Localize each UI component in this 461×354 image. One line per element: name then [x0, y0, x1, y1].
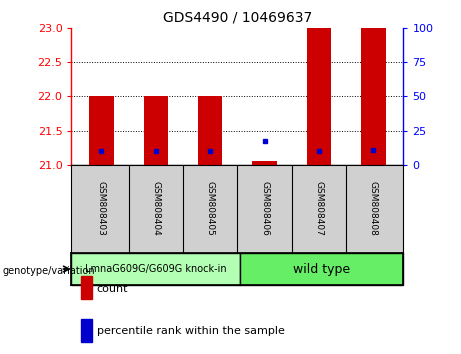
- Text: GSM808408: GSM808408: [369, 181, 378, 236]
- Bar: [71, 253, 240, 285]
- Title: GDS4490 / 10469637: GDS4490 / 10469637: [163, 10, 312, 24]
- Bar: [198, 96, 223, 165]
- Text: count: count: [97, 284, 128, 293]
- Bar: [143, 96, 168, 165]
- Text: GSM808403: GSM808403: [97, 181, 106, 236]
- Text: wild type: wild type: [293, 263, 350, 275]
- Bar: [240, 253, 403, 285]
- Bar: [361, 28, 386, 165]
- Text: GSM808404: GSM808404: [151, 182, 160, 236]
- Text: GSM808405: GSM808405: [206, 181, 215, 236]
- Bar: [307, 28, 331, 165]
- Text: LmnaG609G/G609G knock-in: LmnaG609G/G609G knock-in: [85, 264, 227, 274]
- Text: genotype/variation: genotype/variation: [2, 266, 95, 276]
- Text: GSM808406: GSM808406: [260, 181, 269, 236]
- Bar: [252, 161, 277, 165]
- Text: GSM808407: GSM808407: [314, 181, 324, 236]
- Bar: [89, 96, 113, 165]
- Text: percentile rank within the sample: percentile rank within the sample: [97, 326, 285, 336]
